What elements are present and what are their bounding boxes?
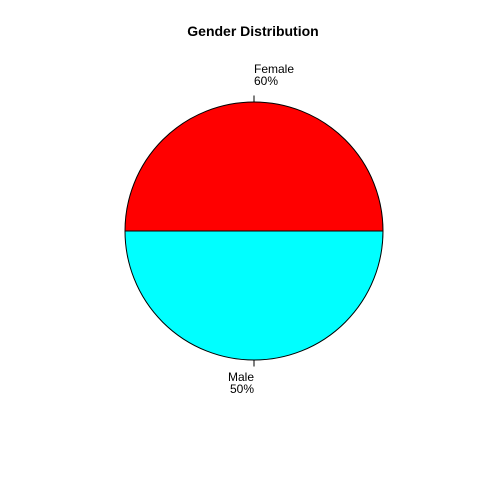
chart-title: Gender Distribution — [187, 23, 318, 39]
pie-slice-male — [124, 230, 384, 361]
pie-slice-female — [124, 101, 384, 232]
pie-percent-male: 50% — [230, 382, 254, 396]
pie-slices — [124, 101, 384, 361]
pie-label-male: Male — [228, 370, 254, 384]
pie-percent-female: 60% — [254, 74, 278, 88]
pie-label-female: Female — [254, 62, 294, 76]
